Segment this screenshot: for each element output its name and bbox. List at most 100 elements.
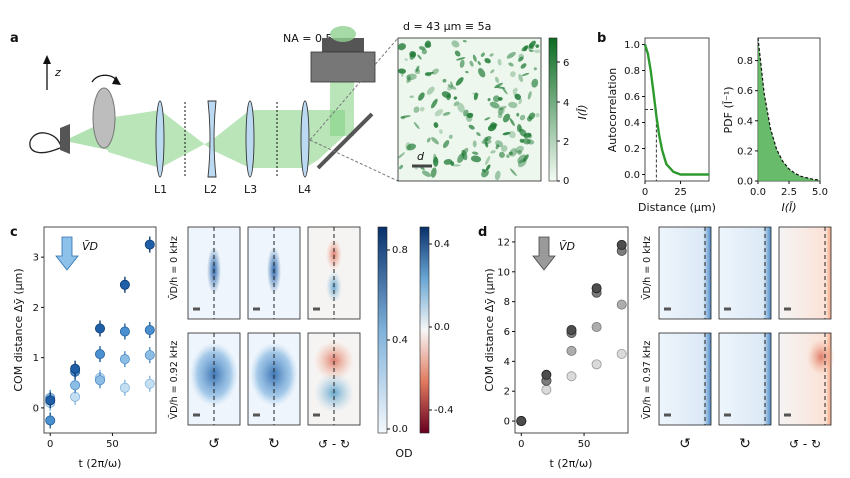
x-tick-label: 0 <box>518 439 524 450</box>
c-scatter-axes <box>43 226 157 434</box>
speckle-grain <box>533 49 541 54</box>
beam-segment <box>212 110 250 168</box>
colorbar-tick: 2 <box>563 137 569 148</box>
speckle-grain <box>497 106 504 115</box>
speckle-grain <box>535 113 540 118</box>
speckle-grain <box>506 52 516 59</box>
lens-l2-icon <box>207 100 217 178</box>
x-tick-label: 25 <box>674 187 687 198</box>
speckle-grain <box>497 113 503 119</box>
lens-label-l1: L1 <box>154 183 167 196</box>
y-tick-label: 3 <box>33 253 39 264</box>
atom-cloud-icon <box>330 26 356 42</box>
speckle-grain <box>483 136 489 143</box>
speckle-grain <box>486 164 491 171</box>
absorption-image <box>658 226 712 320</box>
speckle-grain <box>494 170 501 181</box>
speckle-grain <box>517 56 524 62</box>
data-point <box>144 350 155 361</box>
speckle-grain <box>510 71 516 78</box>
colorbar-label: I(Ī) <box>576 104 589 119</box>
y-tick-label: 2 <box>33 303 39 314</box>
data-point <box>95 349 106 360</box>
diff-colorbar <box>419 226 430 434</box>
colorbar-tick: 0 <box>563 176 569 187</box>
y-tick-label: 1.0 <box>624 40 640 51</box>
autocorr-xlabel: Distance (µm) <box>638 201 716 214</box>
c-image-grid <box>187 226 361 426</box>
y-tick-label: 6 <box>504 327 510 338</box>
speckle-grain <box>516 112 520 117</box>
rotation-arrow-head <box>112 76 121 85</box>
speckle-grain <box>490 150 496 154</box>
d-row-label: V̄D/h = 0 kHz <box>641 236 653 300</box>
speckle-grain <box>519 128 527 137</box>
data-point <box>119 326 130 337</box>
speckle-grain <box>523 154 529 162</box>
speckle-grain <box>415 65 420 72</box>
drive-arrow-label: V̄D <box>559 240 575 253</box>
speckle-grain <box>406 73 417 81</box>
data-point <box>616 299 627 310</box>
od-colorbar-tick: 0.0 <box>392 424 408 435</box>
colorbar-tick: 6 <box>563 58 569 69</box>
speckle-grain <box>484 141 489 148</box>
speckle-grain <box>508 130 516 139</box>
speckle-grain <box>498 105 507 111</box>
c-scatter-marks: 0 1 2 3 0 50 <box>33 236 155 450</box>
speckle-grain <box>506 154 510 158</box>
panel-label-d: d <box>478 225 487 240</box>
c-row-label: V̄D/h = 0 kHz <box>168 236 180 300</box>
speckle-grain <box>478 68 486 78</box>
speckle-grain <box>413 106 420 113</box>
y-tick-label: 0.0 <box>737 177 753 188</box>
speckle-grain <box>459 59 465 68</box>
data-point <box>591 322 602 333</box>
speckle-grain <box>397 43 407 51</box>
z-axis-label: z <box>54 66 61 79</box>
data-point <box>144 378 155 389</box>
speckle-grain <box>502 131 511 136</box>
diff-colorbar-tick: 0.4 <box>434 239 450 250</box>
panel-b: b 0.00.20.40.60.81.00 25 Autocorrelation … <box>597 31 828 214</box>
speckle-grain <box>484 155 491 166</box>
speckle-grain <box>533 67 537 71</box>
x-tick-label: 0 <box>47 439 53 450</box>
speckle-grain <box>518 73 524 83</box>
pdf-xlabel: I(Ī) <box>781 201 796 214</box>
speckle-grain <box>509 168 517 177</box>
atom-cloud <box>250 342 298 407</box>
x-tick-label: 2.5 <box>781 187 797 198</box>
speckle-grain <box>472 151 479 155</box>
d-ylabel: COM distance Δȳ (µm) <box>483 268 496 391</box>
speckle-grain <box>450 81 454 88</box>
speckle-grain <box>421 170 432 177</box>
speckle-grain <box>473 92 478 101</box>
data-point <box>591 283 602 294</box>
difference-red <box>807 339 835 375</box>
speckle-grain <box>487 98 491 102</box>
speckle-grain <box>493 95 500 103</box>
speckle-grain <box>489 101 500 109</box>
c-col-label: ↺ <box>208 436 220 452</box>
speckle-grain <box>520 63 527 69</box>
speckle-grain <box>468 124 475 130</box>
data-point <box>616 348 627 359</box>
speckle-grain <box>404 58 408 61</box>
d-col-label: ↻ <box>739 436 751 452</box>
d-scatter-axes <box>514 226 629 434</box>
data-point <box>119 354 130 365</box>
autocorr-line <box>643 44 709 176</box>
speckle-grain <box>451 164 461 167</box>
speckle-grain <box>484 136 492 141</box>
speckle-grain <box>461 149 468 161</box>
speckle-grain <box>397 152 406 159</box>
speckle-grain <box>514 93 522 101</box>
speckle-grain <box>434 109 444 117</box>
pdf-fit-line <box>757 37 821 181</box>
speckle-grain <box>465 70 469 74</box>
speckle-grain <box>498 107 505 116</box>
d-scatter-marks: 0 2 4 6 8 10 12 0 50 <box>497 237 627 450</box>
speckle-grain <box>512 89 518 99</box>
